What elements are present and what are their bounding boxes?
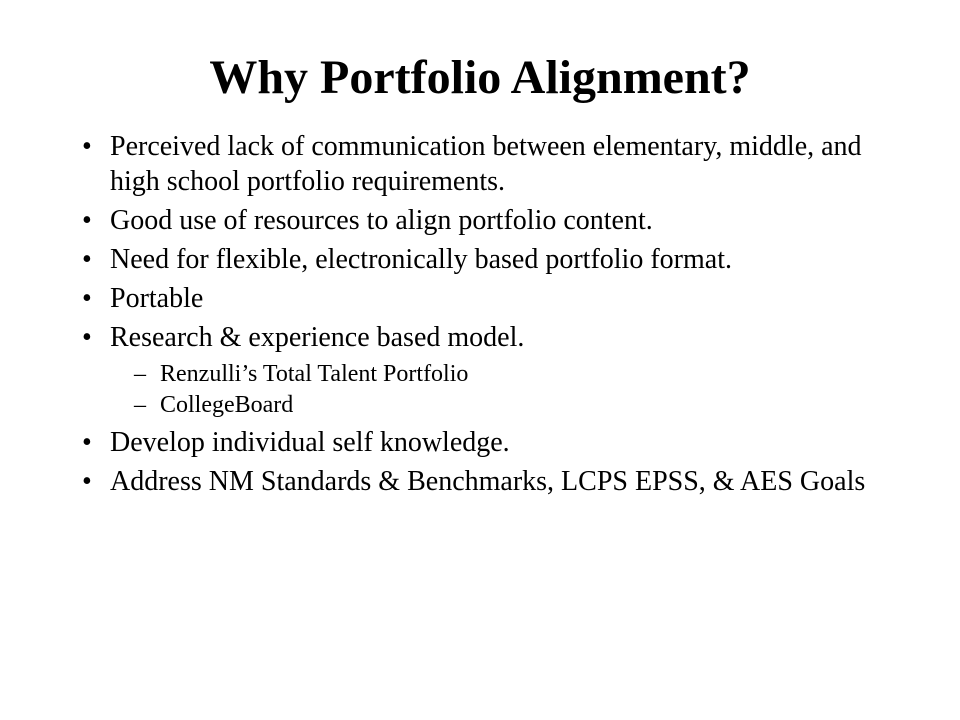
sub-list-item: CollegeBoard (160, 390, 900, 421)
bullet-text: Perceived lack of communication between … (110, 131, 862, 197)
sub-bullet-text: Renzulli’s Total Talent Portfolio (160, 361, 468, 387)
list-item: Develop individual self knowledge. (110, 425, 900, 460)
bullet-text: Research & experience based model. (110, 322, 524, 353)
list-item: Good use of resources to align portfolio… (110, 203, 900, 238)
sub-list: Renzulli’s Total Talent Portfolio Colleg… (110, 359, 900, 421)
list-item: Need for flexible, electronically based … (110, 242, 900, 277)
bullet-list: Perceived lack of communication between … (60, 129, 900, 499)
sub-bullet-text: CollegeBoard (160, 392, 293, 418)
bullet-text: Portable (110, 283, 203, 314)
bullet-text: Good use of resources to align portfolio… (110, 205, 653, 236)
sub-list-item: Renzulli’s Total Talent Portfolio (160, 359, 900, 390)
list-item: Research & experience based model. Renzu… (110, 320, 900, 421)
bullet-text: Address NM Standards & Benchmarks, LCPS … (110, 466, 865, 497)
slide-title: Why Portfolio Alignment? (60, 50, 900, 105)
bullet-text: Develop individual self knowledge. (110, 427, 510, 458)
list-item: Portable (110, 281, 900, 316)
list-item: Perceived lack of communication between … (110, 129, 900, 199)
bullet-text: Need for flexible, electronically based … (110, 244, 732, 275)
list-item: Address NM Standards & Benchmarks, LCPS … (110, 464, 900, 499)
